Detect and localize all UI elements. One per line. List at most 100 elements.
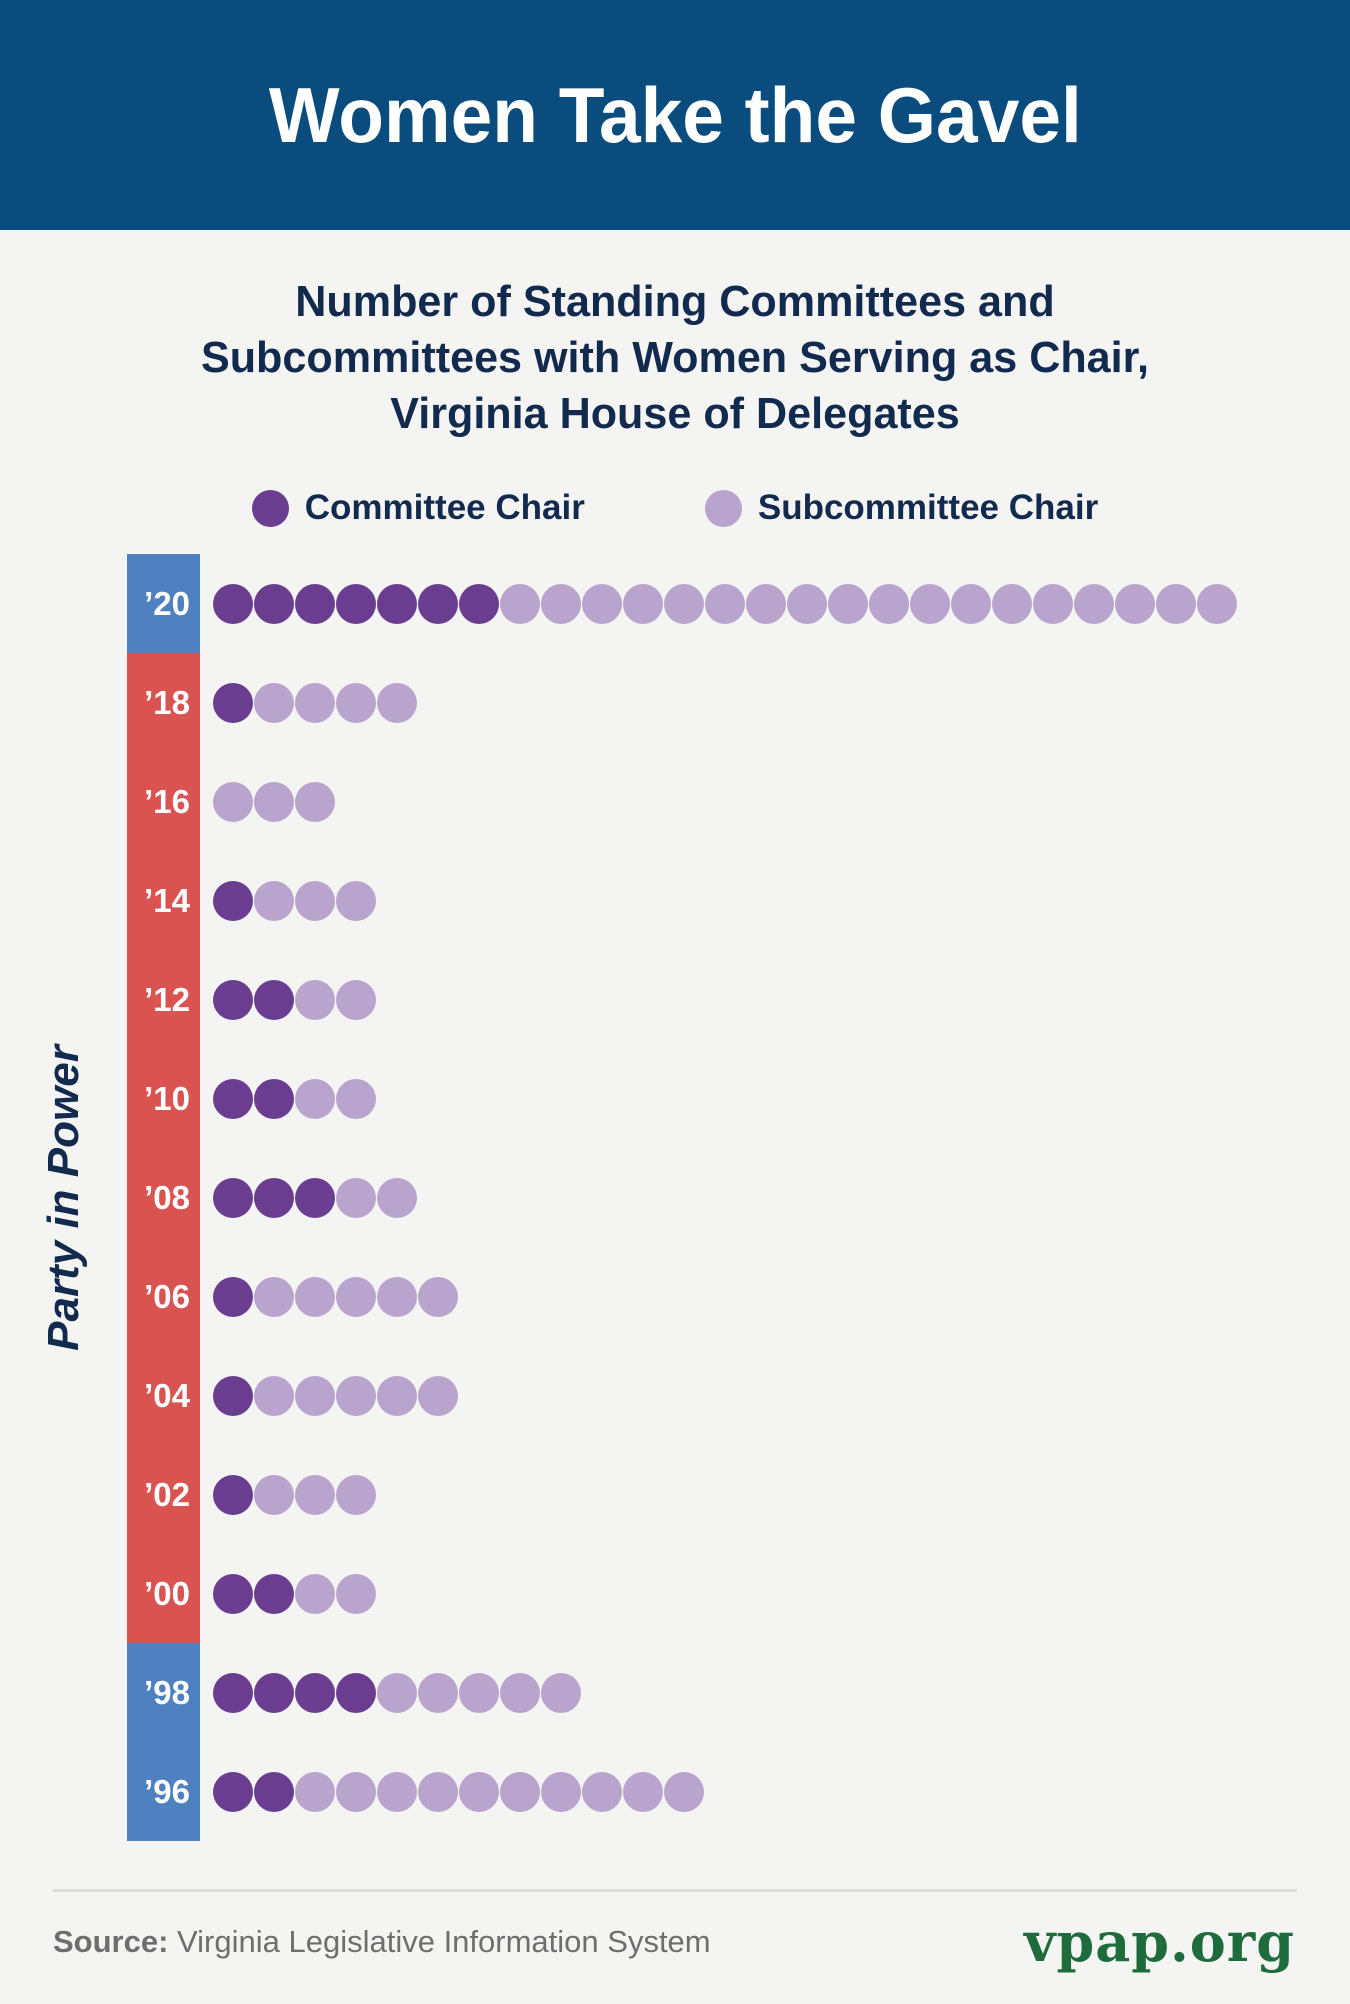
dot-group bbox=[213, 583, 1238, 624]
subcommittee-chair-dot bbox=[336, 1474, 376, 1515]
committee-chair-dot-icon bbox=[251, 489, 289, 527]
committee-chair-dot bbox=[213, 1177, 253, 1218]
dot-group bbox=[213, 880, 377, 921]
subcommittee-chair-dot bbox=[336, 1177, 376, 1218]
chart-row: ’14 bbox=[127, 851, 1350, 950]
subcommittee-chair-dot bbox=[295, 1078, 335, 1119]
subcommittee-chair-dot bbox=[254, 781, 294, 822]
subcommittee-chair-dot bbox=[336, 979, 376, 1020]
subcommittee-chair-dot bbox=[336, 880, 376, 921]
chart-subtitle: Number of Standing Committees and Subcom… bbox=[0, 274, 1350, 442]
dot-group bbox=[213, 1276, 459, 1317]
subcommittee-chair-dot bbox=[377, 1672, 417, 1713]
subcommittee-chair-dot bbox=[500, 583, 540, 624]
committee-chair-dot bbox=[213, 1672, 253, 1713]
dot-group bbox=[213, 1771, 705, 1812]
subcommittee-chair-dot bbox=[336, 1771, 376, 1812]
committee-chair-dot bbox=[213, 1375, 253, 1416]
subcommittee-chair-dot bbox=[459, 1672, 499, 1713]
subcommittee-chair-dot bbox=[254, 880, 294, 921]
chart-row: ’18 bbox=[127, 653, 1350, 752]
subcommittee-chair-dot bbox=[418, 1672, 458, 1713]
subcommittee-chair-dot-icon bbox=[704, 489, 742, 527]
committee-chair-dot bbox=[213, 1573, 253, 1614]
subcommittee-chair-dot bbox=[869, 583, 909, 624]
committee-chair-dot bbox=[213, 1078, 253, 1119]
subcommittee-chair-dot bbox=[336, 1375, 376, 1416]
subcommittee-chair-dot bbox=[787, 583, 827, 624]
subcommittee-chair-dot bbox=[418, 1771, 458, 1812]
subtitle-line: Number of Standing Committees and bbox=[295, 277, 1055, 326]
subcommittee-chair-dot bbox=[377, 1375, 417, 1416]
committee-chair-dot bbox=[295, 1672, 335, 1713]
chart-row: ’16 bbox=[127, 752, 1350, 851]
committee-chair-dot bbox=[213, 1474, 253, 1515]
subcommittee-chair-dot bbox=[377, 1177, 417, 1218]
header-banner: Women Take the Gavel bbox=[0, 0, 1350, 230]
subcommittee-chair-dot bbox=[254, 1474, 294, 1515]
chart-row: ’12 bbox=[127, 950, 1350, 1049]
dot-group bbox=[213, 1474, 377, 1515]
subcommittee-chair-dot bbox=[213, 781, 253, 822]
subtitle-line: Virginia House of Delegates bbox=[390, 389, 960, 438]
subcommittee-chair-dot bbox=[705, 583, 745, 624]
dot-group bbox=[213, 781, 336, 822]
committee-chair-dot bbox=[459, 583, 499, 624]
footer: Source: Virginia Legislative Information… bbox=[53, 1910, 1295, 1974]
committee-chair-dot bbox=[254, 1573, 294, 1614]
chart-row: ’08 bbox=[127, 1148, 1350, 1247]
subcommittee-chair-dot bbox=[295, 1573, 335, 1614]
page-title: Women Take the Gavel bbox=[268, 70, 1082, 159]
chart-row: ’20 bbox=[127, 554, 1350, 653]
committee-chair-dot bbox=[213, 583, 253, 624]
committee-chair-dot bbox=[336, 1672, 376, 1713]
dot-group bbox=[213, 1573, 377, 1614]
chart-row: ’98 bbox=[127, 1643, 1350, 1742]
footer-divider bbox=[53, 1889, 1297, 1892]
year-label: ’08 bbox=[127, 1148, 200, 1247]
subcommittee-chair-dot bbox=[295, 979, 335, 1020]
subcommittee-chair-dot bbox=[336, 1276, 376, 1317]
subcommittee-chair-dot bbox=[500, 1771, 540, 1812]
subcommittee-chair-dot bbox=[623, 583, 663, 624]
dot-group bbox=[213, 682, 418, 723]
subcommittee-chair-dot bbox=[828, 583, 868, 624]
subcommittee-chair-dot bbox=[377, 1771, 417, 1812]
subcommittee-chair-dot bbox=[664, 1771, 704, 1812]
dot-group bbox=[213, 1672, 582, 1713]
subcommittee-chair-dot bbox=[500, 1672, 540, 1713]
subcommittee-chair-dot bbox=[295, 1771, 335, 1812]
chart-row: ’04 bbox=[127, 1346, 1350, 1445]
year-label: ’98 bbox=[127, 1643, 200, 1742]
subcommittee-chair-dot bbox=[541, 1771, 581, 1812]
dot-group bbox=[213, 1177, 418, 1218]
subcommittee-chair-dot bbox=[1115, 583, 1155, 624]
source-label: Source: bbox=[53, 1924, 169, 1959]
subcommittee-chair-dot bbox=[541, 1672, 581, 1713]
subcommittee-chair-dot bbox=[377, 1276, 417, 1317]
subcommittee-chair-dot bbox=[295, 1474, 335, 1515]
subcommittee-chair-dot bbox=[1156, 583, 1196, 624]
chart-legend: Committee Chair Subcommittee Chair bbox=[0, 488, 1350, 528]
chart-rows: ’20’18’16’14’12’10’08’06’04’02’00’98’96 bbox=[127, 554, 1350, 1841]
chart-row: ’10 bbox=[127, 1049, 1350, 1148]
subcommittee-chair-dot bbox=[1197, 583, 1237, 624]
year-label: ’04 bbox=[127, 1346, 200, 1445]
subtitle-line: Subcommittees with Women Serving as Chai… bbox=[200, 333, 1150, 382]
subcommittee-chair-dot bbox=[623, 1771, 663, 1812]
chart-row: ’00 bbox=[127, 1544, 1350, 1643]
subcommittee-chair-dot bbox=[336, 682, 376, 723]
committee-chair-dot bbox=[213, 880, 253, 921]
subcommittee-chair-dot bbox=[295, 1375, 335, 1416]
committee-chair-dot bbox=[213, 682, 253, 723]
year-label: ’18 bbox=[127, 653, 200, 752]
subcommittee-chair-dot bbox=[336, 1573, 376, 1614]
year-label: ’06 bbox=[127, 1247, 200, 1346]
source-text: Virginia Legislative Information System bbox=[177, 1924, 711, 1959]
year-label: ’10 bbox=[127, 1049, 200, 1148]
subcommittee-chair-dot bbox=[1033, 583, 1073, 624]
legend-item-committee-chair: Committee Chair bbox=[251, 488, 585, 528]
year-label: ’16 bbox=[127, 752, 200, 851]
dot-group bbox=[213, 979, 377, 1020]
